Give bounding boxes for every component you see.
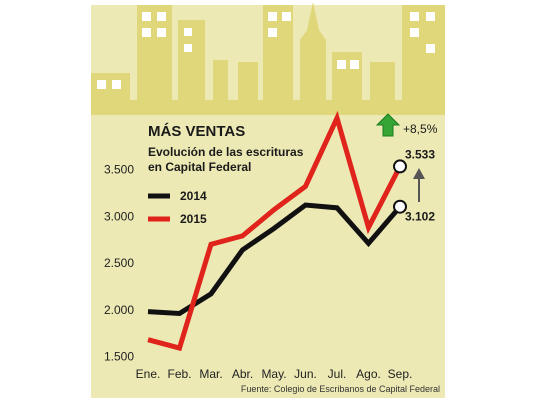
y-tick-label: 1.500 [104,350,134,364]
window [142,28,151,37]
legend-label-2015: 2015 [180,212,207,226]
y-tick-label: 2.000 [104,303,134,317]
window [337,60,346,69]
window [350,60,359,69]
legend: 2014 2015 [148,189,207,226]
x-tick-label: Abr. [232,367,253,381]
window [157,12,166,21]
y-axis-ticks: 1.500 2.000 2.500 3.000 3.500 [104,163,134,364]
x-axis-ticks: Ene. Feb. Mar. Abr. May. Jun. Jul. Ago. Sep. [136,367,413,381]
y-tick-label: 3.000 [104,209,134,223]
building-windows [97,12,435,89]
change-percentage: +8,5% [403,122,438,136]
end-label-2014: 3.102 [405,210,435,224]
skyline-buildings [91,2,445,115]
chart-title: MÁS VENTAS [148,123,245,140]
x-tick-label: Feb. [167,367,191,381]
x-tick-label: Sep. [388,367,413,381]
end-markers: 3.533 3.102 [393,147,435,224]
chart-subtitle-line-1: Evolución de las escrituras [148,145,304,159]
x-tick-label: Mar. [199,367,222,381]
window [410,12,419,21]
end-marker-2014 [393,199,407,214]
window [410,28,419,37]
change-arrowhead-icon [413,168,425,179]
x-tick-label: May. [261,367,286,381]
legend-label-2014: 2014 [180,189,207,203]
end-label-2015: 3.533 [405,147,435,161]
window [184,44,192,52]
source-note: Fuente: Colegio de Escribanos de Capital… [241,384,440,394]
window [184,28,192,36]
series-lines [147,110,403,352]
window [157,28,166,37]
x-tick-label: Jul. [328,367,347,381]
window [268,28,277,37]
skyline-decoration [91,2,445,115]
window [426,12,435,21]
window [112,80,121,89]
x-tick-label: Ago. [356,367,381,381]
chart-subtitle-line-2: en Capital Federal [148,160,251,174]
x-tick-label: Jun. [294,367,317,381]
series-line-2015 [147,110,403,352]
window [97,80,106,89]
arrow-up-icon [375,113,401,137]
change-indicator: +8,5% [375,113,438,202]
window [426,44,435,53]
window [142,12,151,21]
y-tick-label: 3.500 [104,163,134,177]
y-tick-label: 2.500 [104,256,134,270]
window [282,12,291,21]
window [268,12,277,21]
end-marker-2015 [393,159,407,174]
x-tick-label: Ene. [136,367,161,381]
